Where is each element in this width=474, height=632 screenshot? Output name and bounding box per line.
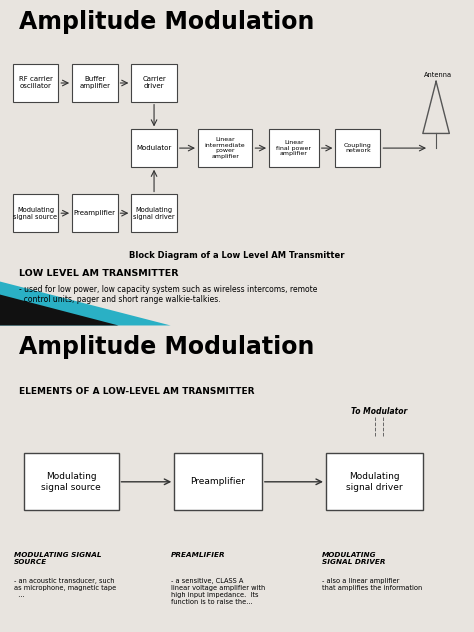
FancyBboxPatch shape [198,130,252,167]
FancyBboxPatch shape [174,453,262,510]
FancyBboxPatch shape [13,64,58,102]
Text: Coupling
network: Coupling network [344,143,372,154]
Text: Block Diagram of a Low Level AM Transmitter: Block Diagram of a Low Level AM Transmit… [129,251,345,260]
Text: LOW LEVEL AM TRANSMITTER: LOW LEVEL AM TRANSMITTER [19,269,178,277]
FancyBboxPatch shape [13,195,58,232]
Text: RF carrier
oscillator: RF carrier oscillator [18,76,53,90]
Text: Modulating
signal driver: Modulating signal driver [133,207,175,220]
Text: Modulating
signal driver: Modulating signal driver [346,472,403,492]
FancyBboxPatch shape [72,195,118,232]
Text: - an acoustic transducer, such
as microphone, magnetic tape
  ...: - an acoustic transducer, such as microp… [14,578,117,599]
Text: - a sensitive, CLASS A
linear voltage amplifier with
high input impedance.  Its
: - a sensitive, CLASS A linear voltage am… [171,578,265,605]
Text: Preamplifier: Preamplifier [74,210,116,216]
Polygon shape [0,281,171,325]
Text: Linear
intermediate
power
amplifier: Linear intermediate power amplifier [205,137,246,159]
Text: Amplitude Modulation: Amplitude Modulation [19,9,314,33]
Polygon shape [0,295,118,325]
Text: Buffer
amplifier: Buffer amplifier [79,76,110,90]
Text: Modulator: Modulator [137,145,172,151]
Text: Antenna: Antenna [424,72,453,78]
Text: To Modulator: To Modulator [351,407,407,416]
FancyBboxPatch shape [24,453,119,510]
Text: MODULATING
SIGNAL DRIVER: MODULATING SIGNAL DRIVER [322,552,386,565]
FancyBboxPatch shape [269,130,319,167]
FancyBboxPatch shape [131,64,177,102]
Text: Modulating
signal source: Modulating signal source [41,472,101,492]
Text: Amplitude Modulation: Amplitude Modulation [19,335,314,359]
Text: PREAMLIFIER: PREAMLIFIER [171,552,225,558]
FancyBboxPatch shape [336,130,380,167]
Text: Modulating
signal source: Modulating signal source [13,207,58,220]
Text: - also a linear amplifier
that amplifies the information: - also a linear amplifier that amplifies… [322,578,422,592]
FancyBboxPatch shape [72,64,118,102]
Text: Preamplifier: Preamplifier [191,477,246,486]
Text: Linear
final power
amplifier: Linear final power amplifier [276,140,311,156]
FancyBboxPatch shape [326,453,423,510]
Text: ELEMENTS OF A LOW-LEVEL AM TRANSMITTER: ELEMENTS OF A LOW-LEVEL AM TRANSMITTER [19,387,255,396]
Text: MODULATING SIGNAL
SOURCE: MODULATING SIGNAL SOURCE [14,552,102,565]
FancyBboxPatch shape [131,130,177,167]
FancyBboxPatch shape [131,195,177,232]
Text: Carrier
driver: Carrier driver [142,76,166,90]
Text: - used for low power, low capacity system such as wireless intercoms, remote
  c: - used for low power, low capacity syste… [19,285,317,304]
